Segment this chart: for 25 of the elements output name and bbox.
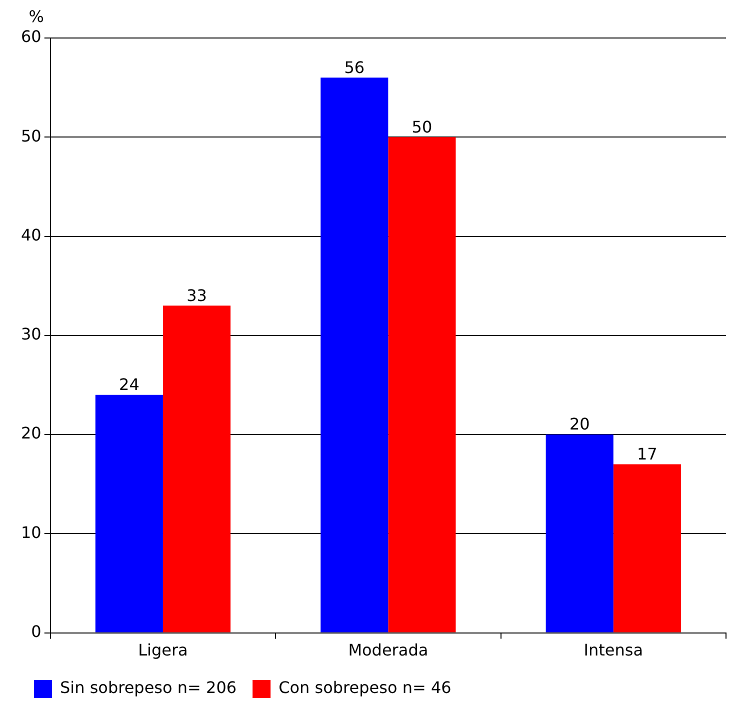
data-label: 17 (636, 444, 658, 464)
bar (546, 434, 614, 632)
data-label: 33 (186, 286, 207, 305)
y-axis-title: % (28, 7, 44, 26)
data-label: 50 (412, 117, 432, 136)
y-tick-label: 60 (21, 27, 42, 46)
bar (388, 137, 456, 632)
bar (320, 78, 388, 632)
data-label: 56 (344, 58, 365, 77)
bar (162, 306, 231, 632)
bar (613, 464, 681, 632)
y-tick-label: 40 (21, 225, 42, 244)
y-tick-label: 50 (21, 126, 42, 146)
y-tick-label: 30 (21, 324, 42, 344)
data-label: 24 (119, 375, 140, 394)
data-label: 20 (569, 414, 590, 434)
x-tick-label: Intensa (584, 640, 644, 660)
x-tick-label: Moderada (348, 640, 428, 660)
y-tick-label: 0 (31, 622, 42, 641)
legend-label: Sin sobrepeso n= 206 (60, 678, 237, 698)
bar (95, 394, 163, 632)
y-tick-label: 10 (21, 522, 42, 542)
legend-label: Con sobrepeso n= 46 (278, 678, 452, 698)
y-tick-label: 20 (21, 424, 42, 443)
x-tick-label: Ligera (138, 640, 188, 660)
